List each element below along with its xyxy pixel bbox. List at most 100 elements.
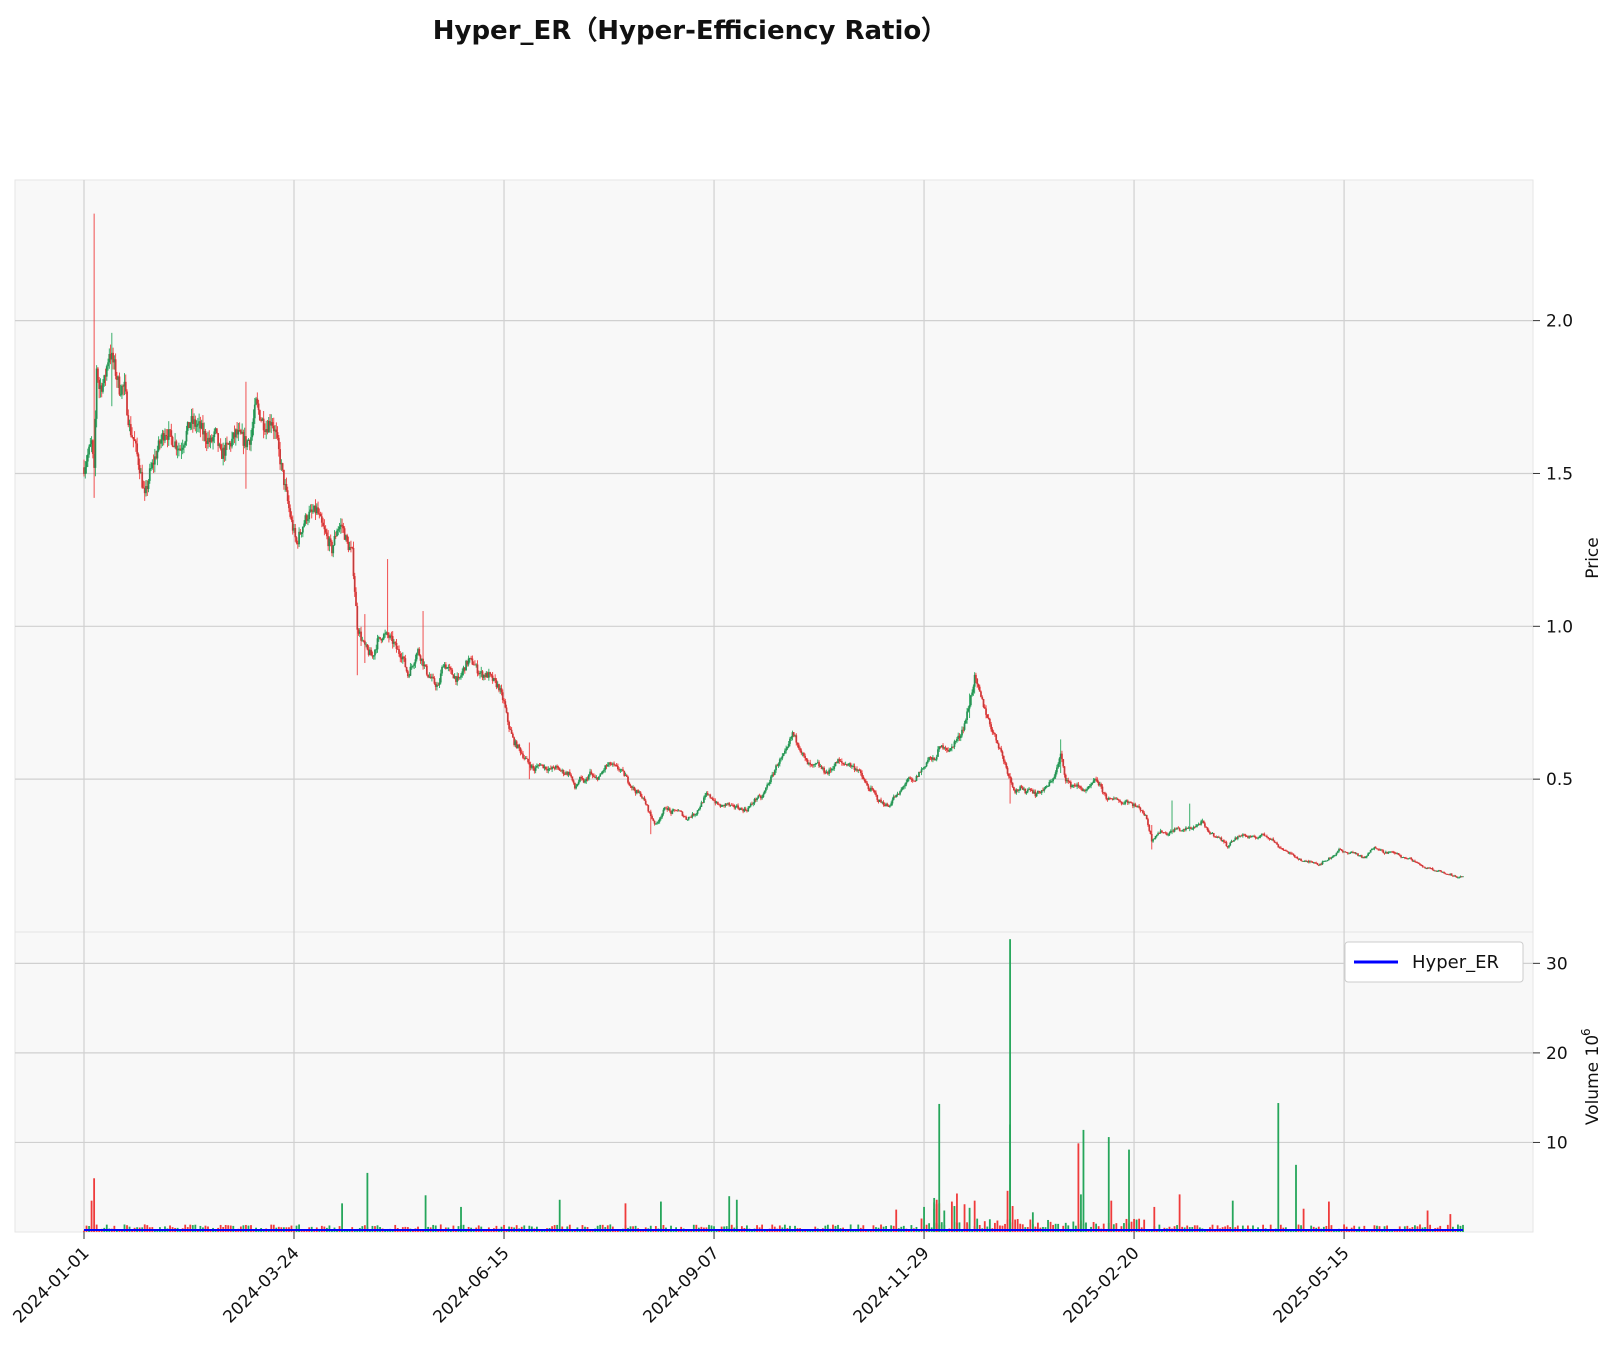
volume-bar xyxy=(1211,1224,1214,1232)
volume-spike-bar xyxy=(956,1193,958,1232)
volume-bar xyxy=(169,1225,171,1232)
volume-bar xyxy=(606,1225,609,1232)
volume-bar xyxy=(996,1220,999,1232)
volume-spike-bar xyxy=(341,1203,343,1232)
volume-bar xyxy=(232,1225,235,1232)
volume-bar xyxy=(449,1230,452,1232)
volume-tick-label: 10 xyxy=(1546,1133,1568,1153)
volume-bar xyxy=(303,1230,306,1232)
volume-bar xyxy=(778,1225,781,1232)
volume-bar xyxy=(1112,1224,1115,1232)
volume-bar xyxy=(1325,1225,1328,1232)
volume-bar xyxy=(809,1230,812,1232)
volume-spike-bar xyxy=(728,1196,731,1232)
volume-bar xyxy=(320,1225,323,1232)
volume-spike-bar xyxy=(1011,1206,1014,1232)
volume-bar xyxy=(495,1225,498,1232)
volume-bar xyxy=(761,1224,764,1232)
volume-bar xyxy=(353,1230,356,1232)
volume-bar xyxy=(966,1222,968,1232)
volume-spike-bar xyxy=(923,1206,925,1232)
volume-bar xyxy=(1414,1225,1416,1232)
volume-bar xyxy=(639,1230,642,1232)
volume-bar xyxy=(247,1225,250,1232)
volume-bar xyxy=(1123,1223,1125,1232)
volume-spike-bar xyxy=(938,1103,941,1232)
volume-bar xyxy=(599,1224,602,1232)
volume-bar xyxy=(1363,1225,1366,1232)
volume-bar xyxy=(837,1224,839,1232)
volume-spike-bar xyxy=(424,1195,427,1232)
volume-bar xyxy=(1001,1225,1004,1232)
volume-spike-bar xyxy=(1009,1124,1011,1232)
volume-bar xyxy=(940,1222,943,1232)
volume-bar xyxy=(1376,1225,1378,1232)
volume-bar xyxy=(1340,1230,1343,1232)
legend: Hyper_ER xyxy=(1344,941,1524,983)
volume-bar xyxy=(708,1224,710,1232)
volume-spike-bar xyxy=(1302,1208,1305,1232)
volume-bar xyxy=(596,1225,599,1232)
volume-spike-bar xyxy=(558,1199,561,1232)
volume-spike-bar xyxy=(1128,1149,1130,1232)
volume-spike-bar xyxy=(895,1209,898,1232)
volume-spike-bar xyxy=(366,1172,369,1232)
volume-bar xyxy=(794,1225,796,1232)
volume-spike-bar xyxy=(735,1199,738,1232)
volume-bar xyxy=(1004,1223,1006,1232)
volume-bar xyxy=(270,1224,273,1232)
volume-bar xyxy=(1176,1225,1178,1232)
volume-bar xyxy=(806,1230,809,1232)
volume-bar xyxy=(1419,1224,1421,1232)
volume-spike-bar xyxy=(1107,1137,1110,1232)
volume-bar xyxy=(298,1224,300,1232)
volume-bar xyxy=(229,1225,232,1232)
volume-bar xyxy=(1459,1225,1462,1232)
volume-bar xyxy=(1019,1223,1022,1232)
volume-bar xyxy=(958,1222,961,1232)
volume-tick-label: 20 xyxy=(1546,1044,1568,1064)
volume-bar xyxy=(1138,1218,1141,1232)
volume-bar xyxy=(710,1225,713,1232)
volume-bar xyxy=(553,1225,556,1232)
volume-spike-bar xyxy=(968,1207,971,1232)
volume-spike-bar xyxy=(660,1201,662,1232)
volume-bar xyxy=(1160,1230,1163,1232)
x-tick-label: 2024-09-07 xyxy=(640,1243,724,1327)
volume-bar xyxy=(910,1225,913,1232)
volume-bar xyxy=(204,1225,207,1232)
volume-bar xyxy=(857,1224,860,1232)
volume-bar xyxy=(695,1224,698,1232)
volume-bar xyxy=(262,1230,265,1232)
volume-bar xyxy=(219,1224,222,1232)
volume-bar xyxy=(1145,1230,1148,1232)
volume-bar xyxy=(95,1224,98,1232)
volume-bar xyxy=(976,1218,979,1232)
volume-bar xyxy=(1373,1225,1376,1232)
volume-bar xyxy=(348,1230,351,1232)
volume-bar xyxy=(1429,1224,1432,1232)
volume-bar xyxy=(523,1225,526,1232)
volume-bar xyxy=(1047,1219,1049,1232)
volume-bar xyxy=(999,1225,1001,1232)
volume-spike-bar xyxy=(624,1203,627,1232)
volume-bar xyxy=(156,1230,159,1232)
volume-bar xyxy=(462,1224,465,1232)
volume-bar xyxy=(399,1230,402,1232)
volume-bar xyxy=(890,1225,893,1232)
volume-bar xyxy=(789,1225,791,1232)
volume-bar xyxy=(1133,1218,1135,1232)
volume-bar xyxy=(1062,1225,1065,1232)
volume-bar xyxy=(267,1230,270,1232)
volume-bar xyxy=(601,1224,604,1232)
volume-bar xyxy=(1247,1225,1249,1232)
volume-bar xyxy=(1125,1218,1128,1232)
volume-bar xyxy=(983,1221,986,1232)
volume-bar xyxy=(581,1225,584,1232)
volume-bar xyxy=(1236,1225,1239,1232)
volume-bar xyxy=(1343,1224,1345,1232)
volume-spike-bar xyxy=(943,1210,946,1232)
volume-bar xyxy=(571,1230,574,1232)
volume-bar xyxy=(1193,1225,1196,1232)
volume-bar xyxy=(439,1224,442,1232)
